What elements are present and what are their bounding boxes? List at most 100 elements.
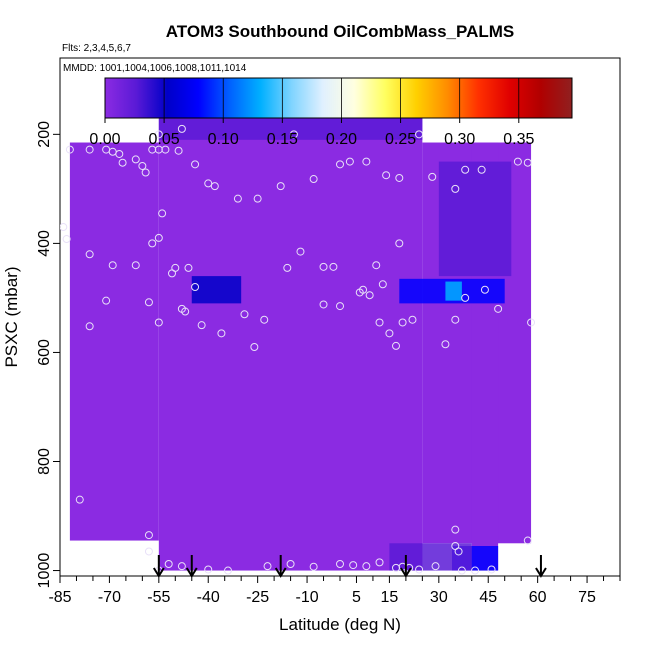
sample-point xyxy=(336,560,344,569)
colorbar-tick-label: 0.20 xyxy=(326,131,357,148)
colorbar-tick-label: 0.10 xyxy=(208,131,239,148)
x-tick-label: 75 xyxy=(578,589,596,606)
flights-label: Flts: 2,3,4,5,6,7 xyxy=(62,43,131,54)
sample-point xyxy=(349,561,358,570)
sample-point xyxy=(85,250,94,259)
colorbar-bar xyxy=(104,77,573,119)
concentration-feature-6 xyxy=(158,117,423,140)
sample-point xyxy=(102,296,111,305)
sample-point xyxy=(296,247,305,256)
concentration-feature-2 xyxy=(438,161,512,277)
sample-point xyxy=(362,157,371,166)
y-tick-label: 600 xyxy=(36,339,53,366)
sample-point xyxy=(197,321,206,330)
sample-point xyxy=(408,315,417,324)
sample-point xyxy=(451,315,460,324)
sample-point xyxy=(85,322,94,331)
sample-point xyxy=(309,562,318,571)
x-axis-label: Latitude (deg N) xyxy=(279,615,401,634)
colorbar-tick-label: 0.35 xyxy=(503,131,534,148)
sample-point xyxy=(513,157,522,166)
sample-point xyxy=(385,329,394,338)
x-tick-label: -55 xyxy=(147,589,170,606)
sample-point xyxy=(336,302,344,311)
colorbar-tick-label: 0.25 xyxy=(385,131,416,148)
sample-point xyxy=(471,566,480,575)
sample-point xyxy=(177,304,186,313)
sample-point xyxy=(65,145,74,154)
sample-point xyxy=(372,261,381,270)
x-tick-label: 5 xyxy=(352,589,361,606)
sample-point xyxy=(415,130,424,139)
sample-point xyxy=(177,562,186,571)
sample-point xyxy=(217,329,226,338)
sample-point xyxy=(395,239,404,248)
sample-point xyxy=(138,161,147,170)
concentration-feature-3 xyxy=(191,276,242,304)
sample-point xyxy=(171,263,180,272)
sample-point xyxy=(336,160,344,169)
sample-point xyxy=(240,310,249,319)
sample-point xyxy=(527,318,536,327)
sample-point xyxy=(164,560,173,569)
sample-point xyxy=(359,285,368,294)
sample-point xyxy=(233,194,242,203)
sample-point xyxy=(365,291,374,300)
sample-point xyxy=(319,262,328,271)
x-tick-label: 30 xyxy=(430,589,448,606)
chart-title: ATOM3 Southbound OilCombMass_PALMS xyxy=(166,22,515,41)
x-tick-label: 15 xyxy=(381,589,399,606)
sample-point xyxy=(428,172,437,181)
sample-point xyxy=(392,341,400,350)
sample-point xyxy=(118,158,127,167)
x-tick-label: -40 xyxy=(197,589,220,606)
dates-label: MMDD: 1001,1004,1006,1008,1011,1014 xyxy=(63,63,247,74)
sample-point xyxy=(451,184,460,193)
sample-point xyxy=(441,340,450,349)
colorbar-tick-label: 0.30 xyxy=(444,131,475,148)
sample-point xyxy=(454,547,463,556)
sample-point xyxy=(494,304,503,313)
arrow-head xyxy=(274,567,287,578)
sample-point xyxy=(487,565,496,574)
sample-point xyxy=(62,235,71,244)
y-tick-label: 400 xyxy=(36,230,53,257)
colorbar-tick-label: 0.00 xyxy=(89,131,120,148)
sample-point xyxy=(154,318,163,327)
colorbar: 0.00 0.05 0.10 0.15 0.20 0.25 0.30 0.35 xyxy=(89,77,573,148)
sample-point xyxy=(260,315,269,324)
y-tick-label: 200 xyxy=(36,121,53,148)
sample-point xyxy=(204,179,213,188)
sample-point xyxy=(523,158,532,167)
sample-point xyxy=(250,342,259,351)
concentration-feature-1 xyxy=(445,281,462,301)
sample-point xyxy=(319,300,328,309)
sample-point xyxy=(382,171,391,180)
x-tick-label: 60 xyxy=(529,589,547,606)
sample-point xyxy=(378,280,387,289)
y-tick-label: 800 xyxy=(36,448,53,475)
x-tick-label: -10 xyxy=(295,589,318,606)
sample-point xyxy=(108,261,117,270)
sample-point xyxy=(75,495,84,504)
sample-point xyxy=(253,194,262,203)
x-tick-label: -85 xyxy=(48,589,71,606)
sample-point xyxy=(375,558,384,567)
sample-point xyxy=(283,263,292,272)
curtain-heatmap xyxy=(69,117,532,571)
sample-point xyxy=(457,566,466,575)
sample-point xyxy=(461,165,470,174)
sample-point xyxy=(158,209,167,218)
sample-point xyxy=(191,160,200,169)
colorbar-tick-label: 0.05 xyxy=(149,131,180,148)
sample-point xyxy=(415,565,424,574)
sample-point xyxy=(309,175,318,184)
colorbar-tick-label: 0.15 xyxy=(267,131,298,148)
x-tick-label: -25 xyxy=(246,589,269,606)
sample-point xyxy=(115,149,124,158)
sample-point xyxy=(362,562,371,571)
sample-point xyxy=(451,525,460,534)
sample-point xyxy=(431,562,440,571)
sample-point xyxy=(289,130,298,139)
